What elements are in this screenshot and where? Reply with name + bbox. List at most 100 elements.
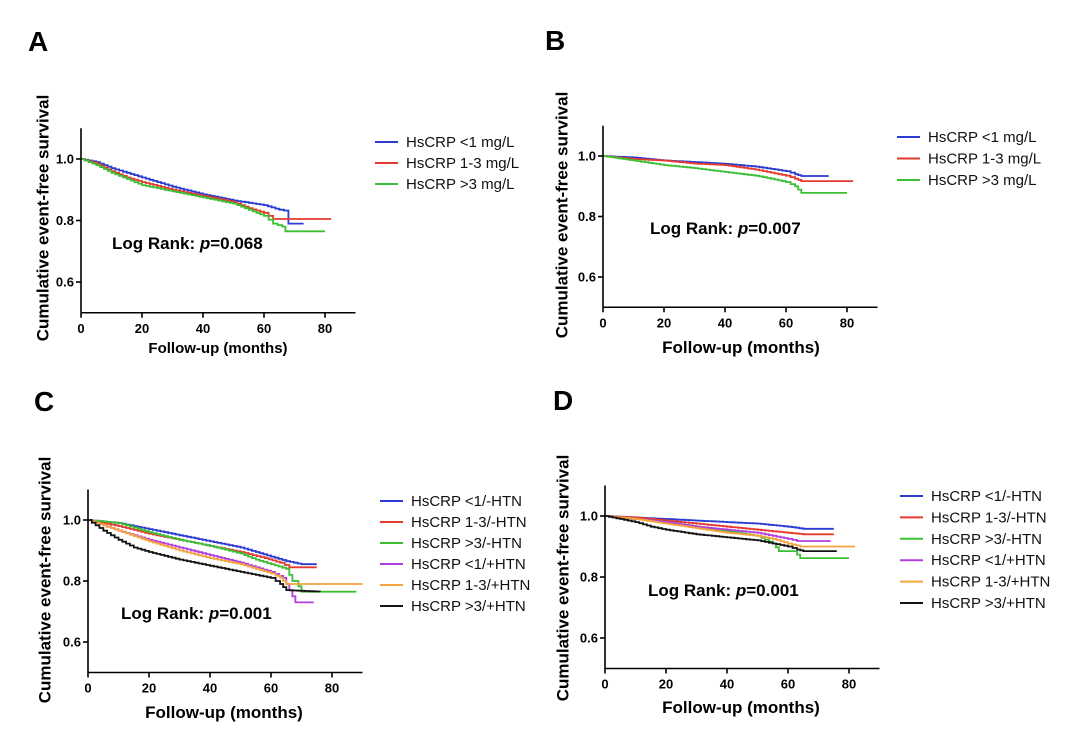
y-tick-label: 0.8 xyxy=(63,574,81,589)
legend-label: HsCRP <1/-HTN xyxy=(931,488,1042,505)
annotation-prefix: Log Rank: xyxy=(112,234,200,253)
legend-label: HsCRP <1/+HTN xyxy=(931,552,1046,569)
x-tick-label: 20 xyxy=(659,677,673,692)
x-axis-label: Follow-up (months) xyxy=(148,340,287,357)
legend-item: HsCRP >3 mg/L xyxy=(375,176,515,193)
survival-curves xyxy=(603,155,854,194)
legend-label: HsCRP >3/+HTN xyxy=(931,595,1046,612)
x-axis-label: Follow-up (months) xyxy=(145,703,303,722)
legend-label: HsCRP 1-3/+HTN xyxy=(411,577,530,594)
legend-label: HsCRP <1/-HTN xyxy=(411,493,522,510)
legend-label: HsCRP 1-3/+HTN xyxy=(931,574,1050,591)
legend: HsCRP <1/-HTN HsCRP 1-3/-HTN HsCRP >3/-HTN… xyxy=(900,488,1050,612)
x-tick-label: 40 xyxy=(203,681,217,696)
x-tick-label: 60 xyxy=(264,681,278,696)
log-rank-annotation: Log Rank: p=0.001 xyxy=(121,604,272,623)
panel-d: D 0.6 0.8 1.0 0 20 40 60 80 Follow-up (months) Cum… xyxy=(553,385,1050,717)
y-tick-label: 1.0 xyxy=(580,509,598,524)
legend-item: HsCRP <1/-HTN xyxy=(380,493,522,510)
legend-label: HsCRP >3 mg/L xyxy=(406,176,515,193)
legend: HsCRP <1 mg/L HsCRP 1-3 mg/L HsCRP >3 mg/L xyxy=(375,134,519,193)
legend-label: HsCRP 1-3/-HTN xyxy=(411,514,527,531)
panel-label: A xyxy=(28,26,48,57)
x-tick-label: 60 xyxy=(779,315,793,330)
log-rank-annotation: Log Rank: p=0.007 xyxy=(650,219,801,238)
annotation-suffix: =0.001 xyxy=(746,581,798,600)
km-curve-hscrp-gt3-with-htn xyxy=(605,515,837,552)
km-curve-hscrp-1-3-no-htn xyxy=(605,515,834,536)
legend-item: HsCRP >3 mg/L xyxy=(897,172,1037,189)
legend-label: HsCRP >3/+HTN xyxy=(411,598,526,615)
annotation-prefix: Log Rank: xyxy=(121,604,209,623)
x-tick-label: 0 xyxy=(84,681,91,696)
y-tick-label: 0.6 xyxy=(578,270,596,285)
x-axis-label: Follow-up (months) xyxy=(662,698,820,717)
km-curve-hscrp-gt3-with-htn xyxy=(88,519,321,593)
y-tick-label: 1.0 xyxy=(56,152,74,167)
x-tick-label: 80 xyxy=(842,677,856,692)
y-tick-label: 0.8 xyxy=(580,570,598,585)
x-tick-label: 40 xyxy=(718,315,732,330)
legend-item: HsCRP 1-3 mg/L xyxy=(897,151,1041,168)
log-rank-annotation: Log Rank: p=0.001 xyxy=(648,581,799,600)
x-tick-label: 60 xyxy=(257,321,271,336)
legend-item: HsCRP >3/-HTN xyxy=(380,535,522,552)
y-axis-label: Cumulative event-free survival xyxy=(554,455,573,702)
x-tick-label: 20 xyxy=(135,321,149,336)
survival-curves xyxy=(88,519,363,604)
legend-item: HsCRP >3/-HTN xyxy=(900,531,1042,548)
panel-label: C xyxy=(34,386,54,417)
survival-curves xyxy=(605,515,856,559)
annotation-prefix: Log Rank: xyxy=(648,581,736,600)
y-tick-label: 0.6 xyxy=(63,635,81,650)
x-tick-label: 0 xyxy=(599,315,606,330)
x-tick-label: 0 xyxy=(77,321,84,336)
y-axis-label: Cumulative event-free survival xyxy=(36,457,55,704)
annotation-italic: p xyxy=(199,234,210,253)
y-tick-label: 0.8 xyxy=(578,209,596,224)
panel-c: C 0.6 0.8 1.0 0 20 40 60 80 Follow-up (months) Cum… xyxy=(34,386,530,722)
x-tick-label: 80 xyxy=(318,321,332,336)
x-tick-label: 80 xyxy=(325,681,339,696)
legend-label: HsCRP >3/-HTN xyxy=(411,535,522,552)
x-tick-label: 0 xyxy=(601,677,608,692)
legend-label: HsCRP 1-3 mg/L xyxy=(406,155,519,172)
annotation-italic: p xyxy=(208,604,219,623)
x-tick-label: 40 xyxy=(196,321,210,336)
legend-item: HsCRP >3/+HTN xyxy=(900,595,1046,612)
log-rank-annotation: Log Rank: p=0.068 xyxy=(112,234,263,253)
legend-item: HsCRP <1/-HTN xyxy=(900,488,1042,505)
km-curve-hscrp-gt3-mg-l xyxy=(603,155,847,194)
legend-item: HsCRP 1-3/-HTN xyxy=(380,514,527,531)
x-tick-label: 40 xyxy=(720,677,734,692)
y-tick-label: 0.8 xyxy=(56,213,74,228)
panel-b: B 0.6 0.8 1.0 0 20 40 60 80 Follow-up (months) Cum… xyxy=(545,25,1041,357)
legend-item: HsCRP 1-3/+HTN xyxy=(900,574,1050,591)
annotation-italic: p xyxy=(735,581,746,600)
panel-label: B xyxy=(545,25,565,56)
y-tick-label: 1.0 xyxy=(578,149,596,164)
annotation-prefix: Log Rank: xyxy=(650,219,738,238)
km-curve-hscrp-lt1-mg-l xyxy=(81,158,304,225)
km-curve-hscrp-1-3-with-htn xyxy=(88,519,363,585)
x-tick-label: 20 xyxy=(657,315,671,330)
legend-label: HsCRP 1-3 mg/L xyxy=(928,151,1041,168)
x-tick-label: 80 xyxy=(840,315,854,330)
legend-label: HsCRP 1-3/-HTN xyxy=(931,509,1047,526)
km-curve-hscrp-gt3-mg-l xyxy=(81,158,325,233)
km-curve-hscrp-gt3-no-htn xyxy=(88,519,357,593)
x-axis-label: Follow-up (months) xyxy=(662,338,820,357)
x-tick-label: 20 xyxy=(142,681,156,696)
survival-curves xyxy=(81,158,332,233)
x-tick-label: 60 xyxy=(781,677,795,692)
y-axis-label: Cumulative event-free survival xyxy=(34,95,53,342)
legend-item: HsCRP 1-3 mg/L xyxy=(375,155,519,172)
legend-item: HsCRP <1 mg/L xyxy=(375,134,515,151)
annotation-suffix: =0.068 xyxy=(210,234,262,253)
km-curve-hscrp-1-3-mg-l xyxy=(603,155,854,182)
legend-item: HsCRP 1-3/-HTN xyxy=(900,509,1047,526)
annotation-suffix: =0.001 xyxy=(219,604,271,623)
annotation-italic: p xyxy=(737,219,748,238)
